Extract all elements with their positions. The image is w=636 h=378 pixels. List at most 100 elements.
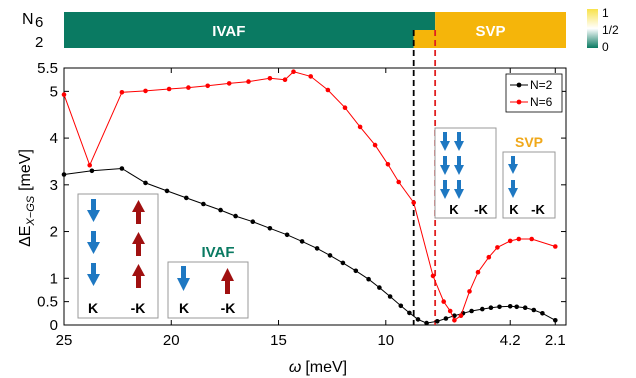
legend-box: [505, 73, 563, 113]
inset-ivaf-n2-mk: -K: [221, 300, 236, 316]
data-point: [398, 303, 404, 309]
phase-bar-ivaf-label: IVAF: [212, 23, 245, 40]
colorbar-tick-0: 0: [602, 40, 609, 54]
down-arrow-icon: [440, 156, 450, 175]
inset-svp-n2-k: K: [509, 202, 519, 217]
inset-svp-title: SVP: [515, 134, 543, 150]
up-arrow-icon: [132, 264, 145, 288]
axes-frame: [63, 67, 567, 326]
y-tick-label: 4: [50, 130, 58, 147]
data-point: [353, 268, 359, 274]
data-point: [372, 142, 378, 148]
data-point: [407, 310, 412, 316]
data-point: [267, 226, 273, 231]
y-tick-label: 5.5: [37, 60, 58, 77]
inset-svp-n6-k: K: [449, 202, 459, 217]
data-point: [340, 260, 346, 266]
inset-svp-n6-mk: -K: [474, 202, 488, 217]
y-axis: 0 0.5 1 2 3 4 5 5.5: [37, 60, 566, 334]
y-tick-label: 2: [50, 224, 58, 241]
data-point: [385, 162, 391, 167]
x-tick-label: 20: [163, 332, 180, 349]
inset-ivaf-n2-k: K: [179, 300, 189, 316]
data-point: [226, 81, 232, 86]
series-group: [61, 69, 558, 326]
data-point: [119, 90, 125, 95]
down-arrow-icon: [508, 156, 518, 174]
data-point: [186, 85, 191, 90]
data-point: [201, 201, 206, 207]
data-point: [184, 195, 189, 201]
y-tick-label: 3: [50, 177, 58, 194]
legend: N=2 N=6: [505, 73, 563, 113]
y-axis-unit: [meV]: [17, 149, 34, 191]
data-point: [291, 69, 296, 74]
down-arrow-icon: [87, 199, 100, 222]
up-arrow-icon: [132, 200, 145, 224]
inset-ivaf-n6-mk: -K: [131, 300, 146, 316]
data-point: [475, 269, 481, 275]
data-point: [415, 317, 421, 322]
data-point: [143, 88, 148, 94]
data-point: [516, 236, 522, 242]
x-tick-label: 2.1: [545, 332, 566, 349]
colorbar-tick-half: 1/2: [602, 23, 619, 37]
data-point: [342, 105, 348, 110]
data-point: [308, 74, 314, 79]
data-point: [441, 299, 447, 304]
data-point: [467, 289, 472, 294]
data-point: [87, 162, 92, 168]
data-point: [529, 236, 534, 242]
down-arrow-icon: [177, 266, 190, 291]
x-tick-label: 4.2: [500, 332, 521, 349]
x-tick-label: 10: [377, 332, 394, 349]
data-point: [480, 306, 485, 312]
data-point: [507, 238, 513, 244]
phase-boundary-lines: [412, 30, 437, 325]
data-point: [495, 245, 500, 250]
data-point: [299, 239, 305, 244]
phase-bar-n-label: N: [22, 11, 34, 28]
data-point: [486, 254, 492, 260]
phase-bar-svp-n2: [413, 30, 566, 48]
data-point: [233, 213, 238, 219]
data-point: [553, 244, 558, 249]
data-point: [357, 124, 363, 130]
inset-svp-n2: SVP K -K: [502, 134, 556, 219]
data-point: [267, 76, 273, 81]
data-point: [430, 273, 436, 279]
x-axis-var: ω: [289, 359, 301, 376]
y-tick-label: 0.5: [37, 294, 58, 311]
data-point: [458, 313, 464, 319]
data-point: [119, 166, 125, 171]
data-point: [452, 318, 457, 323]
data-point: [443, 316, 449, 321]
data-point: [469, 308, 474, 314]
y-tick-label: 1: [50, 270, 58, 287]
inset-ivaf-n2: IVAF K -K: [167, 244, 249, 319]
data-point: [377, 285, 382, 290]
data-point: [164, 188, 170, 194]
phase-bar: N 6 2 IVAF SVP: [22, 11, 566, 51]
data-point: [411, 200, 417, 205]
phase-bar-row-2-label: 2: [35, 34, 43, 51]
x-tick-label: 25: [56, 332, 73, 349]
inset-svp-n6: K -K: [434, 127, 497, 219]
x-axis: 25 20 15 10 4.2 2.1: [56, 68, 566, 349]
up-arrow-icon: [132, 232, 145, 256]
data-point: [531, 307, 537, 313]
down-arrow-icon: [440, 132, 450, 151]
data-point: [284, 232, 290, 238]
data-point: [424, 320, 429, 326]
x-axis-unit: [meV]: [305, 359, 347, 376]
data-point: [314, 246, 320, 251]
data-point: [447, 308, 453, 314]
legend-n2-marker: [516, 82, 522, 88]
data-point: [327, 253, 333, 258]
inset-ivaf-n6-arrows: [87, 199, 145, 288]
down-arrow-icon: [508, 180, 518, 198]
data-point: [61, 92, 67, 97]
data-point: [366, 276, 371, 282]
down-arrow-icon: [87, 231, 100, 254]
